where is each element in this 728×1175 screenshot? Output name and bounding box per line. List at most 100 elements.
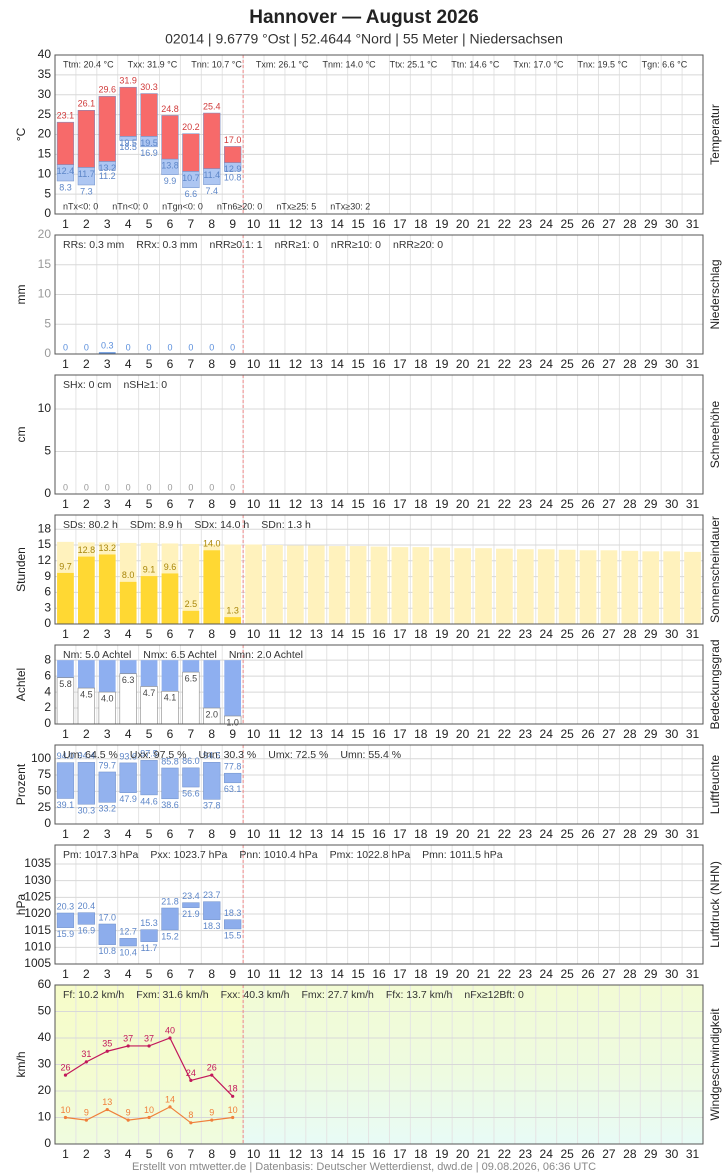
bar [287,545,304,624]
x-tick-label: 7 [188,1147,195,1161]
x-tick-label: 21 [477,827,491,841]
stat: Txn: 17.0 °C [513,59,564,69]
range-bar [140,929,158,942]
y-tick-label: 75 [38,767,52,781]
x-tick-label: 14 [331,967,345,981]
point [84,1060,88,1064]
y-tick-label: 8 [44,652,51,666]
range-bar [203,762,221,800]
stat: nRR≥10: 0 [331,239,381,251]
x-tick-label: 20 [456,967,470,981]
point [63,1073,68,1077]
x-tick-label: 4 [125,967,132,981]
point [126,1044,130,1048]
x-tick-label: 10 [247,967,261,981]
x-tick-label: 12 [289,627,303,641]
value-label: 26 [60,1062,70,1072]
stat: Umx: 72.5 % [268,749,328,761]
bar [224,617,242,624]
value-label: 9.6 [164,562,177,572]
x-tick-label: 10 [247,497,261,511]
x-tick-label: 25 [560,827,574,841]
x-tick-label: 1 [62,497,69,511]
y-tick-label: 30 [38,87,52,101]
x-tick-label: 12 [289,827,303,841]
y-tick-label: 0 [44,616,51,630]
range-bar [77,912,95,925]
value-label: 17.0 [98,912,116,922]
stat: Ttn: 14.6 °C [451,59,500,69]
x-tick-label: 18 [414,727,428,741]
range-bar [161,158,179,175]
y-tick-label: 0 [44,346,51,360]
x-tick-label: 18 [414,497,428,511]
plot-frame [54,374,704,495]
value-label: 97.5 [140,749,158,759]
value-label: 21.8 [161,896,179,906]
x-tick-label: 14 [331,827,345,841]
bar [496,548,513,624]
value-label: 12.4 [57,166,75,176]
x-tick-label: 4 [125,497,132,511]
value-label: 31.9 [119,76,137,86]
value-label: 0 [147,342,152,352]
x-tick-label: 10 [247,627,261,641]
value-label: 1.0 [226,717,239,727]
x-tick-label: 5 [146,967,153,981]
value-label: 19.5 [119,138,137,148]
point [231,1115,235,1120]
x-tick-label: 23 [519,217,533,231]
x-tick-label: 15 [351,217,365,231]
y-tick-label: 20 [38,127,52,141]
stat: Tgn: 6.6 °C [642,59,688,69]
value-label: 26 [207,1062,217,1072]
cloud-bar [77,660,95,689]
y-tick-label: 0 [44,1136,51,1150]
x-tick-label: 17 [393,627,407,641]
x-tick-label: 19 [435,967,449,981]
x-tick-label: 3 [104,357,111,371]
x-tick-label: 3 [104,827,111,841]
range-bar [182,902,200,908]
x-tick-label: 28 [623,827,637,841]
x-tick-label: 2 [83,1147,90,1161]
x-tick-label: 24 [540,727,554,741]
bar [98,352,116,354]
bar [663,551,681,624]
x-tick-label: 21 [477,1147,491,1161]
value-label: 9.1 [143,564,156,574]
x-tick-label: 26 [581,627,595,641]
range-bar [56,762,75,799]
plot-frame [54,984,704,1145]
x-tick-label: 5 [146,357,153,371]
x-tick-label: 13 [310,967,324,981]
value-label: 24.8 [161,104,179,114]
x-tick-label: 5 [146,627,153,641]
point [231,1094,235,1098]
x-tick-label: 10 [247,1147,261,1161]
x-tick-label: 7 [188,357,195,371]
x-tick-label: 23 [519,357,533,371]
x-tick-label: 16 [372,627,386,641]
x-tick-label: 30 [665,627,679,641]
value-label: 4.7 [143,688,156,698]
x-tick-label: 20 [456,727,470,741]
value-label: 0 [126,342,131,352]
value-label: 0 [230,482,235,492]
x-tick-label: 20 [456,827,470,841]
x-tick-label: 1 [62,1147,69,1161]
value-label: 10.4 [119,947,137,957]
x-tick-label: 29 [644,217,658,231]
y-tick-label: 15 [38,257,52,271]
x-tick-label: 3 [104,967,111,981]
x-tick-label: 12 [289,727,303,741]
value-label: 16.9 [140,148,158,158]
value-label: 37 [123,1033,133,1043]
point [105,1107,109,1112]
stat: nRR≥20: 0 [393,239,443,251]
value-label: 12.7 [119,927,137,937]
x-tick-label: 22 [498,497,512,511]
bar [516,549,534,624]
y-tick-label: 15 [38,537,52,551]
x-tick-label: 2 [83,217,90,231]
